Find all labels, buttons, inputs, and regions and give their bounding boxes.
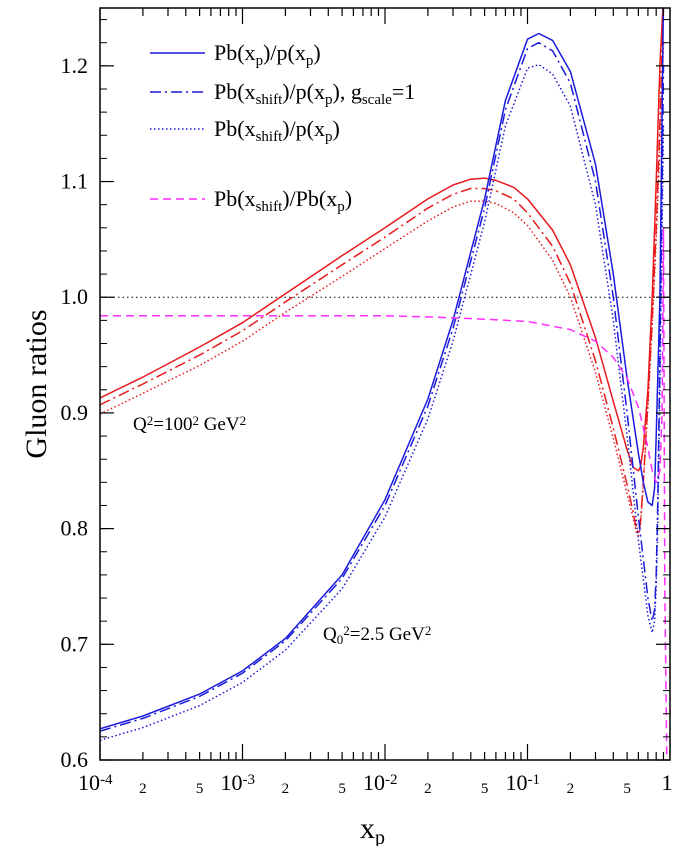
legend-label: Pb(xshift)/Pb(xp) [214,186,352,215]
series-line-dashdot-4 [100,41,665,732]
annotation-q0-2-5: Q02=2.5 GeV2 [323,623,431,647]
x-minor-tick-label: 2 [282,781,290,797]
y-axis-title: Gluon ratios [20,309,53,458]
legend-label: Pb(xshift)/p(xp), gscale=1 [214,79,415,108]
series-layer [100,8,668,760]
y-tick-label: 0.8 [61,516,89,541]
x-tick-label: 10-1 [506,770,541,795]
axis-labels: 0.6 0.7 0.8 0.9 1.0 1.1 1.2 10-4 10-3 10-2 10-1 1 2 5… [20,53,673,846]
x-tick-label: 1 [662,770,673,795]
y-tick-label: 0.6 [61,747,89,772]
series-line-solid-0 [100,8,664,472]
y-tick-label: 0.9 [61,400,89,425]
x-minor-tick-label: 2 [424,781,432,797]
y-tick-label: 1.2 [61,53,89,78]
series-line-solid-3 [100,8,665,730]
x-minor-tick-label: 5 [623,781,631,797]
legend: Pb(xp)/p(xp) Pb(xshift)/p(xp), gscale=1 Pb… [150,40,415,215]
x-tick-label: 10-4 [78,770,113,795]
legend-label: Pb(xp)/p(xp) [214,40,321,69]
x-minor-tick-label: 2 [139,781,147,797]
y-tick-label: 0.7 [61,631,89,656]
series-line-dotted-5 [100,63,665,742]
x-axis-title: xp [360,812,385,846]
annotations: Q2=1002 GeV2 Q02=2.5 GeV2 [133,413,431,647]
annotation-q2-100: Q2=1002 GeV2 [133,413,246,435]
y-tick-label: 1.0 [61,284,89,309]
axis-ticks [99,8,670,761]
series-line-dashdot-1 [100,8,664,533]
x-minor-tick-label: 5 [481,781,489,797]
y-tick-label: 1.1 [61,169,89,194]
x-tick-label: 10-3 [221,770,256,795]
x-minor-tick-label: 2 [567,781,575,797]
series-line-dashed-6 [100,227,668,760]
x-tick-label: 10-2 [363,770,398,795]
legend-label: Pb(xshift)/p(xp) [214,116,340,145]
x-minor-tick-label: 5 [338,781,346,797]
x-minor-tick-label: 5 [196,781,204,797]
series-line-dotted-2 [100,42,665,537]
